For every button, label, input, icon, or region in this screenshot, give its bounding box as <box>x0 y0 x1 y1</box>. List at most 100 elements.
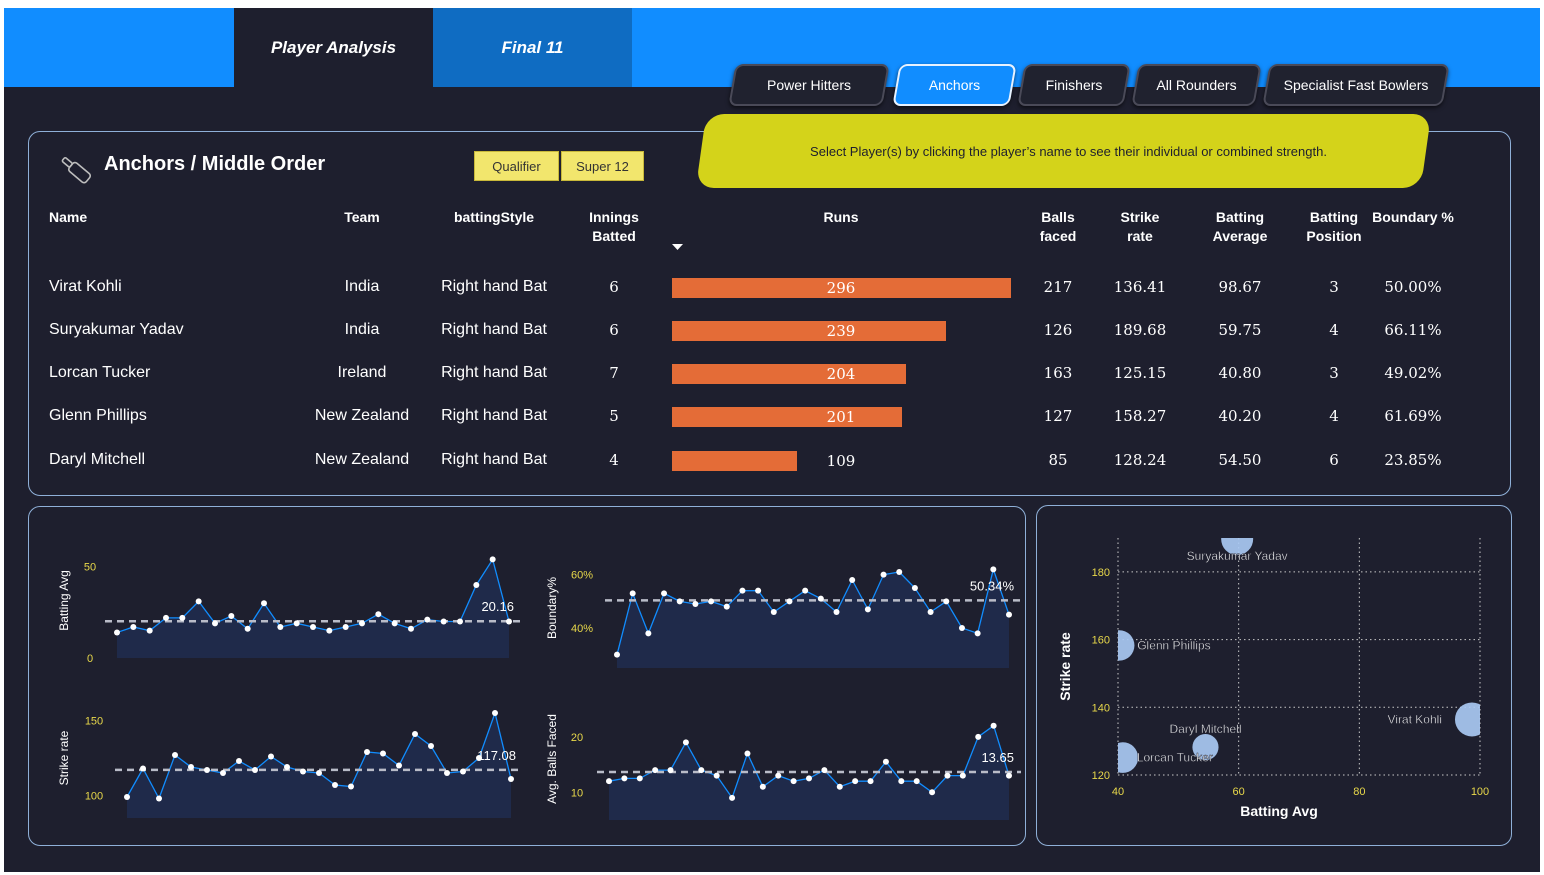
player-name[interactable]: Virat Kohli <box>49 278 122 295</box>
data-point[interactable] <box>428 743 434 749</box>
data-point[interactable] <box>629 590 636 597</box>
data-point[interactable] <box>958 625 965 631</box>
data-point[interactable] <box>473 581 480 588</box>
data-point[interactable] <box>802 587 809 594</box>
header-team[interactable]: Team <box>344 209 380 225</box>
player-name[interactable]: Suryakumar Yadav <box>49 321 184 338</box>
data-point[interactable] <box>348 783 354 790</box>
data-point[interactable] <box>880 571 887 578</box>
data-point[interactable] <box>676 598 683 605</box>
data-point[interactable] <box>268 753 274 760</box>
data-point[interactable] <box>188 764 194 770</box>
data-point[interactable] <box>244 625 251 632</box>
data-point[interactable] <box>1006 611 1012 618</box>
data-point[interactable] <box>882 758 889 765</box>
data-point[interactable] <box>444 770 450 776</box>
data-point[interactable] <box>744 750 751 757</box>
data-point[interactable] <box>645 630 652 637</box>
data-point[interactable] <box>943 598 950 605</box>
data-point[interactable] <box>867 778 874 785</box>
data-point[interactable] <box>739 587 746 594</box>
data-point[interactable] <box>806 775 812 782</box>
slicer-super-12[interactable]: Super 12 <box>561 151 644 181</box>
data-point[interactable] <box>682 739 689 746</box>
data-point[interactable] <box>975 733 982 740</box>
data-point[interactable] <box>326 627 333 634</box>
runs-bar[interactable] <box>672 451 797 471</box>
data-point[interactable] <box>396 762 402 769</box>
runs-bar[interactable] <box>672 278 1011 298</box>
data-point[interactable] <box>786 598 793 605</box>
data-point[interactable] <box>212 620 218 627</box>
data-point[interactable] <box>220 770 226 776</box>
data-point[interactable] <box>606 778 612 785</box>
data-point[interactable] <box>457 618 463 625</box>
data-point[interactable] <box>755 587 762 594</box>
data-point[interactable] <box>492 710 498 716</box>
data-point[interactable] <box>775 772 782 779</box>
header-runs[interactable]: Runs <box>823 209 859 225</box>
data-point[interactable] <box>1006 772 1012 779</box>
data-point[interactable] <box>252 767 258 773</box>
data-point[interactable] <box>692 601 699 607</box>
data-point[interactable] <box>293 620 300 627</box>
data-point[interactable] <box>959 772 966 779</box>
data-point[interactable] <box>821 767 828 774</box>
header-batting-position[interactable]: Batting Position <box>1289 208 1379 246</box>
header-batting-style[interactable]: battingStyle <box>453 209 535 225</box>
data-point[interactable] <box>130 623 137 630</box>
data-point[interactable] <box>380 750 386 757</box>
header-boundary-pct[interactable]: Boundary % <box>1372 209 1454 225</box>
bubble-point[interactable] <box>1454 702 1489 737</box>
data-point[interactable] <box>412 731 418 737</box>
header-strike-rate[interactable]: Strike rate <box>1100 208 1180 246</box>
data-point[interactable] <box>898 778 905 785</box>
data-point[interactable] <box>929 789 936 796</box>
data-point[interactable] <box>114 629 120 636</box>
data-point[interactable] <box>124 794 130 800</box>
data-point[interactable] <box>849 577 856 583</box>
data-point[interactable] <box>614 651 620 658</box>
data-point[interactable] <box>911 585 918 591</box>
runs-bar[interactable] <box>672 321 946 341</box>
data-point[interactable] <box>316 770 322 776</box>
player-name[interactable]: Lorcan Tucker <box>49 364 151 381</box>
data-point[interactable] <box>833 609 840 615</box>
data-point[interactable] <box>364 749 370 755</box>
tab-player-analysis[interactable]: Player Analysis <box>234 8 433 87</box>
header-innings[interactable]: Innings Batted <box>574 208 654 246</box>
data-point[interactable] <box>310 623 316 630</box>
data-point[interactable] <box>817 595 824 602</box>
data-point[interactable] <box>156 795 162 802</box>
data-point[interactable] <box>236 758 242 764</box>
data-point[interactable] <box>652 767 659 774</box>
data-point[interactable] <box>913 778 920 785</box>
data-point[interactable] <box>508 776 514 782</box>
data-point[interactable] <box>408 625 414 632</box>
bubble-point[interactable] <box>1192 734 1219 761</box>
data-point[interactable] <box>944 772 951 779</box>
data-point[interactable] <box>300 768 306 775</box>
data-point[interactable] <box>284 764 290 770</box>
player-name[interactable]: Glenn Phillips <box>49 407 147 424</box>
data-point[interactable] <box>146 627 153 634</box>
data-point[interactable] <box>489 556 496 563</box>
data-point[interactable] <box>140 765 146 772</box>
data-point[interactable] <box>342 623 349 630</box>
data-point[interactable] <box>204 767 210 773</box>
data-point[interactable] <box>636 775 643 782</box>
data-point[interactable] <box>261 600 267 607</box>
data-point[interactable] <box>179 614 186 621</box>
data-point[interactable] <box>440 618 447 625</box>
data-point[interactable] <box>391 620 398 627</box>
data-point[interactable] <box>172 752 178 758</box>
data-point[interactable] <box>852 778 859 785</box>
data-point[interactable] <box>990 722 997 729</box>
data-point[interactable] <box>163 614 169 621</box>
data-point[interactable] <box>896 569 903 575</box>
data-point[interactable] <box>974 630 981 637</box>
data-point[interactable] <box>359 620 365 627</box>
player-name[interactable]: Daryl Mitchell <box>49 451 146 468</box>
data-point[interactable] <box>713 772 720 779</box>
bubble-point[interactable] <box>1221 523 1254 556</box>
